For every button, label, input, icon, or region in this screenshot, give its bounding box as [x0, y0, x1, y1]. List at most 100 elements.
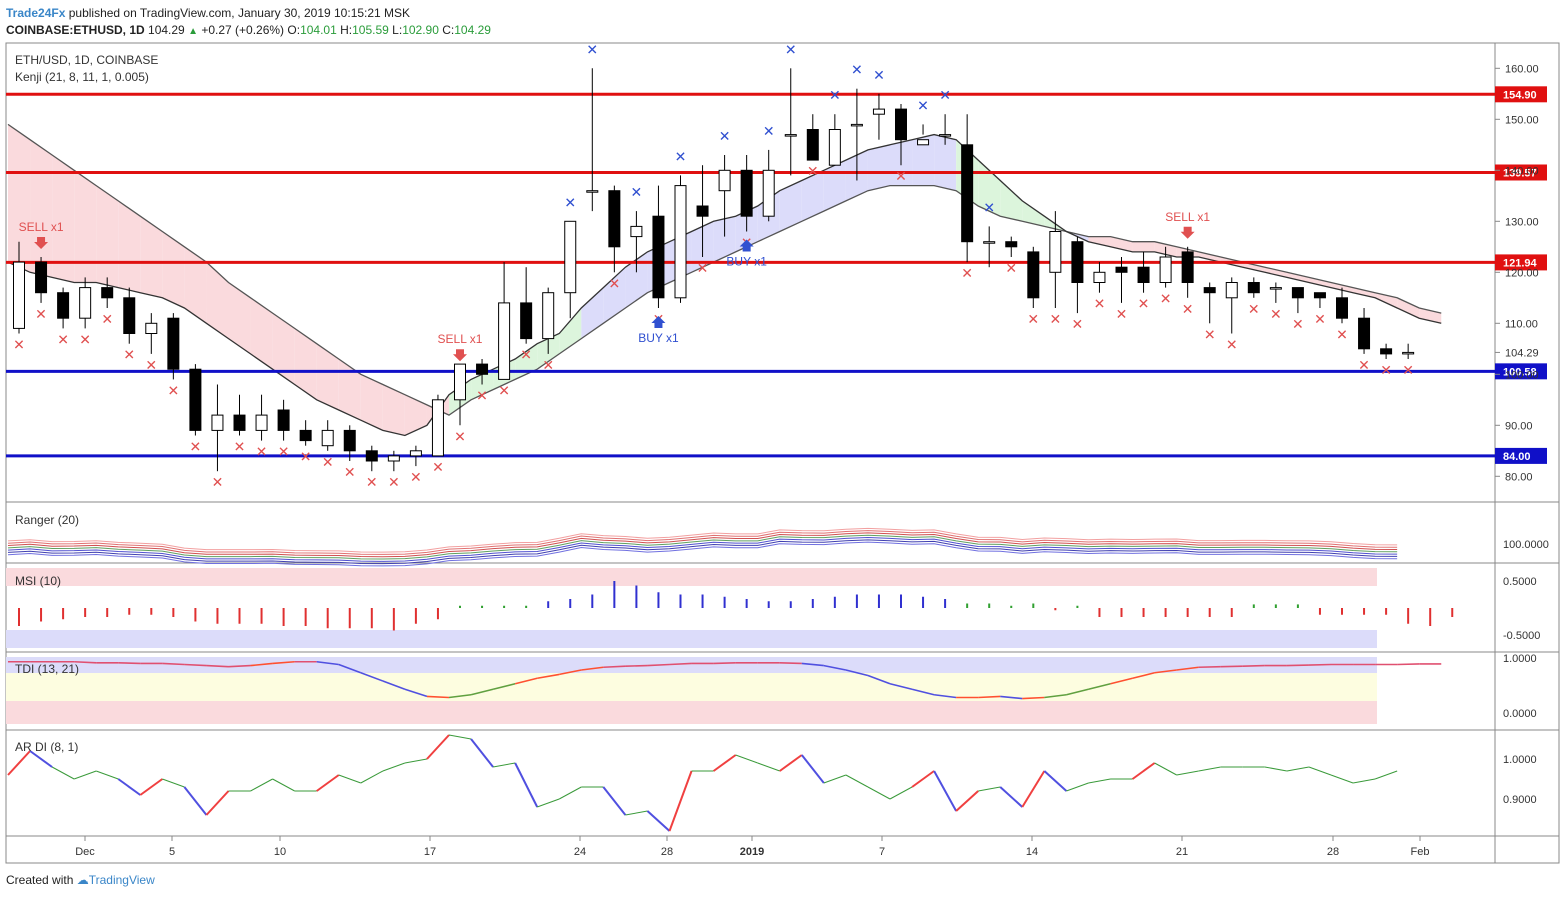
price-tick-label: 90.00 [1505, 420, 1533, 432]
cloud-segment [162, 231, 185, 308]
tdi-axis-label: 0.0000 [1503, 708, 1537, 720]
ardi-segment [713, 754, 737, 772]
candle-body [806, 129, 819, 161]
cloud-segment [184, 246, 207, 324]
candle-body [1269, 287, 1282, 290]
tdi-segment [1110, 677, 1133, 685]
ardi-segment [514, 762, 539, 808]
price-tick-label: 160.00 [1505, 63, 1539, 75]
tdi-segment [845, 669, 869, 677]
sell-cross-icon: ✕ [454, 428, 466, 444]
sell-signal-label: SELL x1 [438, 332, 483, 346]
candle-body [542, 292, 555, 340]
candle-body [1049, 231, 1062, 273]
sell-cross-icon: ✕ [1182, 301, 1194, 317]
sell-cross-icon: ✕ [476, 388, 488, 404]
sell-cross-icon: ✕ [807, 163, 819, 179]
candle-body [255, 414, 268, 431]
ardi-segment [426, 734, 450, 760]
tdi-segment [162, 662, 185, 666]
ardi-segment [999, 786, 1023, 808]
candle-body [1247, 282, 1260, 294]
ardi-axis-label: 1.0000 [1503, 754, 1537, 766]
tdi-axis-label: 1.0000 [1503, 653, 1537, 665]
sell-cross-icon: ✕ [13, 337, 25, 353]
candle-body [1071, 241, 1084, 283]
time-tick-label: 7 [879, 846, 885, 858]
tdi-segment [1198, 665, 1221, 669]
buy-cross-icon: ✕ [719, 128, 731, 144]
candle-body [1336, 297, 1348, 319]
price-tick-label: 100.00 [1505, 369, 1539, 381]
level-price-label: 139.57 [1503, 167, 1537, 179]
buy-cross-icon: ✕ [763, 123, 775, 139]
price-tick-label: 120.00 [1505, 267, 1539, 279]
candle-body [476, 363, 489, 375]
footer: Created with ☁TradingView [6, 873, 155, 887]
cloud-segment [272, 313, 295, 385]
time-tick-label: Dec [75, 846, 95, 858]
buy-signal-label: BUY x1 [726, 255, 767, 269]
ardi-segment [955, 790, 979, 812]
candle-body [652, 215, 665, 299]
author-name[interactable]: Trade24Fx [6, 6, 66, 20]
publish-line: Trade24Fx published on TradingView.com, … [6, 5, 491, 22]
tdi-segment [537, 673, 560, 680]
tdi-segment [559, 669, 582, 676]
sell-cross-icon: ✕ [322, 454, 334, 470]
cloud-segment [801, 170, 824, 222]
buy-cross-icon: ✕ [829, 87, 841, 103]
cloud-segment [382, 384, 405, 436]
time-tick-label: 24 [574, 846, 586, 858]
tdi-segment [625, 664, 648, 667]
cloud-segment [934, 134, 957, 191]
sell-cross-icon: ✕ [1314, 311, 1326, 327]
tdi-segment [911, 688, 935, 696]
tradingview-brand[interactable]: TradingView [88, 873, 155, 887]
close-label: C: [442, 23, 455, 37]
created-with-label: Created with [6, 873, 74, 887]
time-axis: Dec 5 10 17 24 28 2019 7 14 21 28 Feb [75, 836, 1429, 858]
ardi-segment [1066, 782, 1089, 792]
candle-body [1093, 271, 1106, 283]
tdi-segment [272, 660, 295, 665]
level-price-tag [1495, 447, 1547, 464]
candle-body [1291, 287, 1304, 299]
ranger-line [7, 534, 1398, 560]
tdi-segment [470, 688, 494, 696]
cloud-segment [96, 185, 119, 288]
sell-cross-icon: ✕ [1094, 296, 1106, 312]
cloud-segment [1397, 297, 1420, 319]
ardi-segment [735, 754, 758, 764]
msi-histogram [6, 568, 1454, 648]
tradingview-logo-icon[interactable]: ☁ [76, 873, 89, 887]
cloud-segment [118, 200, 141, 293]
buy-cross-icon: ✕ [564, 194, 576, 210]
open-label: O: [287, 23, 301, 37]
ardi-segment [1043, 770, 1068, 792]
cloud-segment [404, 394, 427, 436]
buy-arrow-icon [739, 239, 754, 252]
sell-cross-icon: ✕ [167, 382, 179, 398]
candle-body [13, 261, 25, 329]
cloud-segment [1286, 272, 1309, 283]
sell-cross-icon: ✕ [101, 311, 113, 327]
candle-body [1159, 256, 1172, 283]
sell-cross-icon: ✕ [344, 464, 356, 480]
level-price-tag [1495, 363, 1547, 380]
buy-cross-icon: ✕ [586, 41, 598, 57]
buy-cross-icon: ✕ [675, 148, 687, 164]
price-tick-label: 140.00 [1505, 165, 1539, 177]
tdi-segment [669, 662, 692, 666]
ranger-line [7, 527, 1398, 553]
sell-cross-icon: ✕ [410, 469, 422, 485]
ranger-line [7, 530, 1398, 555]
sell-cross-icon: ✕ [256, 444, 268, 460]
tdi-segment [426, 695, 450, 699]
level-price-tag [1495, 164, 1547, 181]
tdi-pane-title: TDI (13, 21) [15, 662, 79, 676]
cloud-segment [1110, 236, 1133, 252]
candle-body [939, 134, 952, 137]
ranger-lines [7, 527, 1398, 567]
